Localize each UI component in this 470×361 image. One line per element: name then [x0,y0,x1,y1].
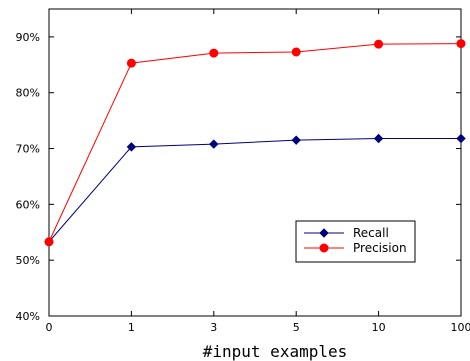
recall-point [126,142,137,152]
precision-line [48,43,462,242]
y-tick-label: 90% [16,31,40,44]
y-tick-label: 40% [16,310,40,323]
legend-item-recall: Recall [304,226,389,240]
legend-label-recall: Recall [353,226,389,240]
recall-point [456,133,466,144]
precision-point [126,58,136,68]
x-tick-label: 1 [128,321,135,334]
legend-marker-precision [319,243,329,253]
recall-point [209,139,219,149]
recall-point [373,133,384,144]
legend-item-precision: Precision [304,241,407,255]
legend-box [295,220,416,263]
x-tick-label: 3 [210,321,217,334]
y-tick-label: 70% [16,143,40,156]
plot-border [48,8,462,317]
x-tick-label: 0 [46,321,53,334]
recall-line [48,137,461,243]
recall-point [291,135,301,145]
legend-label-precision: Precision [353,241,407,255]
y-tick-label: 80% [16,87,40,100]
y-tick-label: 60% [16,198,40,211]
y-tick-label: 50% [16,254,40,267]
y-axis: 40% 50% 60% 70% 80% 90% [16,31,461,323]
x-tick-label: 5 [293,321,300,334]
series-layer [44,39,466,247]
precision-point [44,237,54,247]
precision-point [374,39,384,49]
x-tick-label: 10 [372,321,386,334]
precision-point [209,48,219,58]
x-axis: 0 1 3 5 10 100 [46,9,470,334]
legend-marker-recall [319,228,329,238]
precision-point [456,39,466,49]
x-tick-label: 100 [451,321,470,334]
plot-frame [48,8,462,317]
x-axis-title: #input examples [203,342,348,361]
series-precision [44,39,466,247]
precision-point [291,47,301,57]
